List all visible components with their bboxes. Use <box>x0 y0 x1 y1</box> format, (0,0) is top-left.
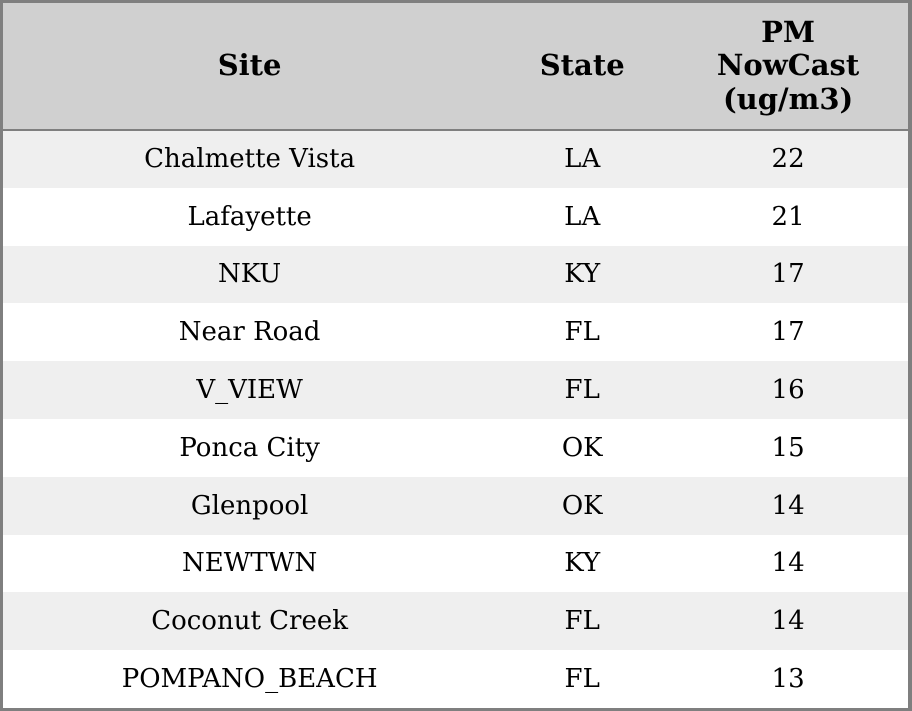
site-cell: Coconut Creek <box>151 606 349 637</box>
state-cell: KY <box>564 259 601 290</box>
table-row: Near Road FL 17 <box>3 303 908 362</box>
site-cell: NKU <box>218 259 282 290</box>
pm-nowcast-cell: 16 <box>771 375 805 406</box>
table-header: Site State PM NowCast (ug/m3) <box>3 3 908 131</box>
table-row: POMPANO_BEACH FL 13 <box>3 650 908 708</box>
site-cell: Lafayette <box>187 201 312 232</box>
table-row: Coconut Creek FL 14 <box>3 592 908 651</box>
state-cell: KY <box>564 548 601 579</box>
pm-nowcast-cell: 17 <box>771 317 805 348</box>
table-body: Chalmette Vista LA 22 Lafayette LA 21 NK… <box>3 130 908 708</box>
table-row: NKU KY 17 <box>3 245 908 304</box>
table-row: Glenpool OK 14 <box>3 476 908 535</box>
pm-nowcast-cell: 22 <box>771 144 805 175</box>
table-row: Chalmette Vista LA 22 <box>3 130 908 188</box>
site-cell: Near Road <box>178 317 321 348</box>
state-cell: OK <box>561 432 603 463</box>
column-header-site: Site <box>3 3 497 131</box>
pm-nowcast-cell: 15 <box>771 432 805 463</box>
pm-nowcast-cell: 14 <box>771 548 805 579</box>
site-cell: POMPANO_BEACH <box>121 664 378 695</box>
pm-nowcast-table: Site State PM NowCast (ug/m3) Chalmette … <box>3 3 908 708</box>
state-cell: FL <box>564 375 600 406</box>
state-cell: FL <box>564 664 600 695</box>
column-header-pm-nowcast: PM NowCast (ug/m3) <box>668 3 908 131</box>
table-row: V_VIEW FL 16 <box>3 361 908 419</box>
site-cell: Ponca City <box>179 432 320 463</box>
site-cell: Chalmette Vista <box>144 144 356 175</box>
table-row: NEWTWN KY 14 <box>3 534 908 593</box>
pm-nowcast-cell: 21 <box>771 201 805 232</box>
table-row: Lafayette LA 21 <box>3 187 908 246</box>
state-cell: OK <box>561 490 603 521</box>
column-header-state: State <box>496 3 669 131</box>
pm-nowcast-cell: 14 <box>771 490 805 521</box>
pm-nowcast-cell: 14 <box>771 606 805 637</box>
state-cell: FL <box>564 606 600 637</box>
site-cell: Glenpool <box>190 490 309 521</box>
state-cell: FL <box>564 317 600 348</box>
pm-nowcast-cell: 17 <box>771 259 805 290</box>
state-cell: LA <box>564 144 601 175</box>
header-row: Site State PM NowCast (ug/m3) <box>3 3 908 131</box>
table-row: Ponca City OK 15 <box>3 418 908 477</box>
pm-nowcast-cell: 13 <box>771 664 805 695</box>
site-cell: NEWTWN <box>181 548 318 579</box>
state-cell: LA <box>564 201 601 232</box>
site-cell: V_VIEW <box>196 375 303 406</box>
